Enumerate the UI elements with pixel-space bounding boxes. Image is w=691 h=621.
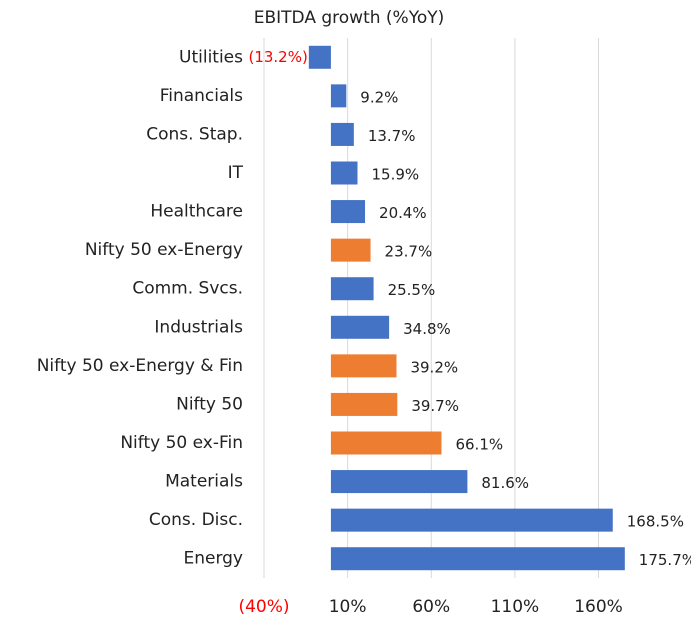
y-tick-label: Nifty 50 [176, 394, 243, 414]
bar [330, 470, 468, 494]
value-label: 39.7% [411, 397, 459, 415]
x-tick-label: 10% [329, 597, 367, 617]
bar [330, 238, 371, 262]
y-tick-label: Materials [165, 472, 243, 492]
value-label: 39.2% [410, 358, 458, 376]
y-tick-label: Healthcare [150, 202, 243, 222]
x-tick-label: 160% [574, 597, 623, 617]
value-label: 81.6% [481, 474, 529, 492]
y-tick-label: Industrials [154, 317, 243, 337]
value-label: 9.2% [360, 88, 398, 106]
y-tick-label: IT [228, 163, 244, 183]
bar [330, 315, 390, 339]
bar [330, 277, 374, 301]
value-label: 175.7% [639, 551, 691, 569]
y-tick-label: Nifty 50 ex-Fin [120, 433, 243, 453]
x-tick-label: (40%) [238, 597, 289, 617]
value-label: 20.4% [379, 204, 427, 222]
value-label: 168.5% [627, 513, 684, 531]
value-label: 23.7% [385, 243, 433, 261]
x-tick-label: 60% [412, 597, 450, 617]
bar [330, 392, 398, 416]
value-label: 25.5% [388, 281, 436, 299]
value-label: (13.2%) [248, 48, 307, 66]
x-tick-label: 110% [491, 597, 540, 617]
value-label: 15.9% [372, 166, 420, 184]
value-label: 66.1% [455, 436, 503, 454]
value-label: 34.8% [403, 320, 451, 338]
y-tick-label: Energy [183, 549, 243, 569]
value-label: 13.7% [368, 127, 416, 145]
bar [330, 200, 366, 224]
chart-title: EBITDA growth (%YoY) [254, 8, 445, 28]
y-tick-label: Nifty 50 ex-Energy [85, 240, 243, 260]
y-tick-label: Nifty 50 ex-Energy & Fin [37, 356, 243, 376]
bar [330, 122, 354, 146]
bar [330, 84, 347, 108]
y-tick-label: Comm. Svcs. [132, 279, 243, 299]
y-tick-label: Cons. Stap. [146, 124, 243, 144]
bar [330, 354, 397, 378]
y-tick-label: Financials [160, 86, 243, 106]
y-tick-label: Utilities [179, 47, 243, 67]
bar [330, 547, 625, 571]
bar [330, 431, 442, 455]
bar [330, 161, 358, 185]
y-tick-label: Cons. Disc. [149, 510, 243, 530]
bar [330, 508, 613, 532]
bar [308, 45, 331, 69]
